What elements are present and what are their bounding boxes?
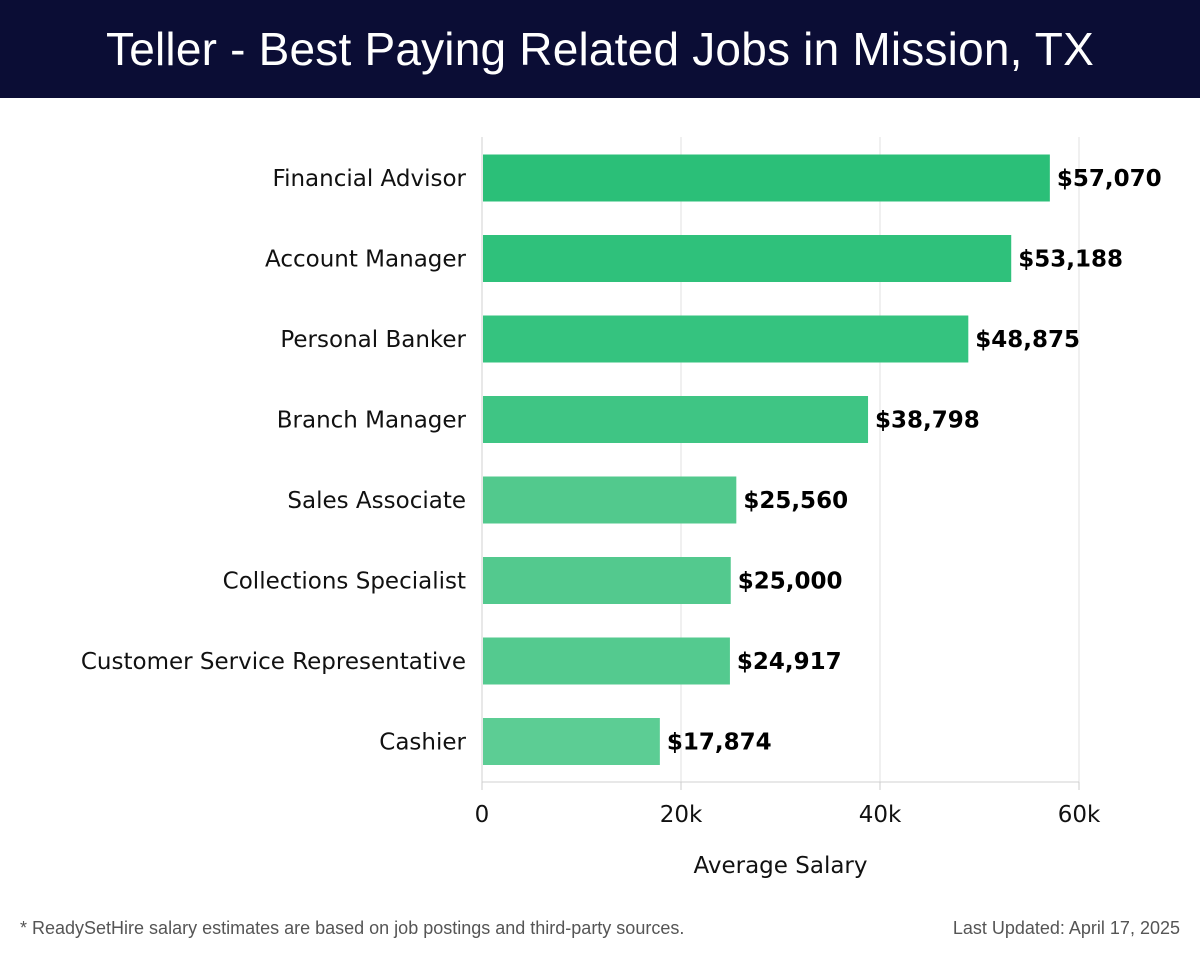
value-label: $25,000 — [738, 569, 843, 595]
bar — [483, 315, 969, 363]
x-tick-label: 40k — [859, 802, 902, 828]
value-label: $53,188 — [1018, 247, 1123, 273]
category-label: Sales Associate — [287, 488, 466, 514]
chart-title: Teller - Best Paying Related Jobs in Mis… — [106, 23, 1094, 75]
bar — [483, 476, 737, 524]
value-label: $17,874 — [667, 730, 772, 756]
bar-chart: 0 20k 40k 60k Average Salary Financial Adviso… — [81, 137, 1162, 879]
category-label: Collections Specialist — [223, 569, 466, 595]
x-tick-label: 0 — [475, 802, 490, 828]
category-label: Branch Manager — [277, 408, 467, 434]
bar — [483, 637, 730, 685]
category-label: Personal Banker — [280, 327, 466, 353]
bar — [483, 557, 731, 604]
bar — [483, 235, 1012, 282]
category-label: Financial Advisor — [273, 166, 467, 192]
value-label: $48,875 — [975, 327, 1080, 353]
footer-updated: Last Updated: April 17, 2025 — [952, 918, 1180, 938]
bar — [483, 154, 1050, 202]
x-tick-label: 60k — [1058, 802, 1101, 828]
value-label: $24,917 — [737, 649, 842, 675]
bar — [483, 718, 660, 765]
bar — [483, 396, 869, 443]
x-axis-label: Average Salary — [693, 853, 867, 879]
value-label: $25,560 — [743, 488, 848, 514]
value-label: $57,070 — [1057, 166, 1162, 192]
category-label: Account Manager — [265, 247, 467, 273]
chart-header: Teller - Best Paying Related Jobs in Mis… — [0, 0, 1200, 98]
value-label: $38,798 — [875, 408, 980, 434]
footer-note: * ReadySetHire salary estimates are base… — [20, 918, 685, 938]
category-label: Cashier — [379, 730, 466, 756]
category-label: Customer Service Representative — [81, 649, 466, 675]
x-tick-label: 20k — [660, 802, 703, 828]
